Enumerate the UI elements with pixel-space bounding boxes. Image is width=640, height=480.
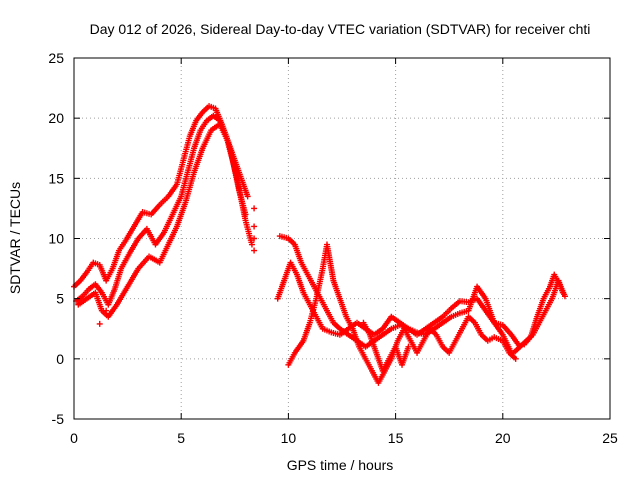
data-point-marker — [248, 241, 255, 248]
data-point-marker — [244, 193, 251, 200]
data-point-marker — [405, 343, 412, 350]
x-tick-label: 25 — [602, 430, 618, 446]
y-tick-label: 0 — [56, 351, 64, 367]
data-point-marker — [96, 320, 103, 327]
data-point-marker — [251, 223, 258, 230]
y-tick-label: 20 — [48, 110, 64, 126]
x-tick-label: 15 — [388, 430, 404, 446]
data-point-marker — [103, 307, 110, 314]
x-tick-label: 10 — [281, 430, 297, 446]
data-point-marker — [251, 235, 258, 242]
y-tick-label: 15 — [48, 170, 64, 186]
data-point-marker — [251, 205, 258, 212]
data-points — [71, 103, 568, 386]
x-tick-label: 0 — [70, 430, 78, 446]
x-tick-label: 5 — [177, 430, 185, 446]
y-tick-label: -5 — [52, 411, 65, 427]
chart-title: Day 012 of 2026, Sidereal Day-to-day VTE… — [90, 21, 591, 37]
y-tick-label: 5 — [56, 291, 64, 307]
y-axis-label: SDTVAR / TECUs — [7, 182, 23, 294]
data-point-marker — [251, 247, 258, 254]
data-point-marker — [561, 293, 568, 300]
x-axis-label: GPS time / hours — [287, 457, 394, 473]
x-tick-label: 20 — [495, 430, 511, 446]
y-tick-label: 10 — [48, 231, 64, 247]
axis-ticks: 0 5 10 15 20 25 -5 0 5 10 15 20 25 — [48, 50, 618, 446]
data-point-marker — [512, 355, 519, 362]
y-tick-label: 25 — [48, 50, 64, 66]
